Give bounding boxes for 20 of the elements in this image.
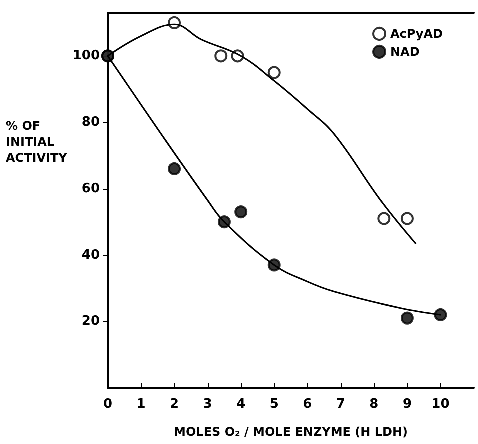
y-tick-label: 100 <box>72 48 100 64</box>
y-axis-title: % OF INITIAL ACTIVITY <box>6 119 68 165</box>
x-tick-label: 4 <box>236 397 246 412</box>
y-tick-label: 80 <box>82 115 100 130</box>
y-tick-label: 60 <box>82 181 100 196</box>
x-tick-label: 9 <box>402 397 412 412</box>
x-tick-label: 6 <box>303 397 312 412</box>
x-axis-title: MOLES O₂ / MOLE ENZYME (H LDH) <box>174 425 408 439</box>
legend-label: AcPyAD <box>390 27 444 41</box>
y-tick-label: 20 <box>82 314 100 330</box>
x-tick-label: 8 <box>370 397 379 412</box>
y-tick-label: 40 <box>82 248 100 263</box>
legend-label: NAD <box>390 45 420 59</box>
x-tick-label: 3 <box>203 397 212 412</box>
x-tick-label: 1 <box>136 397 146 412</box>
x-tick-label: 0 <box>103 397 113 412</box>
x-tick-label: 10 <box>432 397 450 412</box>
x-tick-label: 2 <box>170 397 180 412</box>
x-tick-label: 5 <box>270 397 279 412</box>
x-tick-label: 7 <box>336 397 346 412</box>
